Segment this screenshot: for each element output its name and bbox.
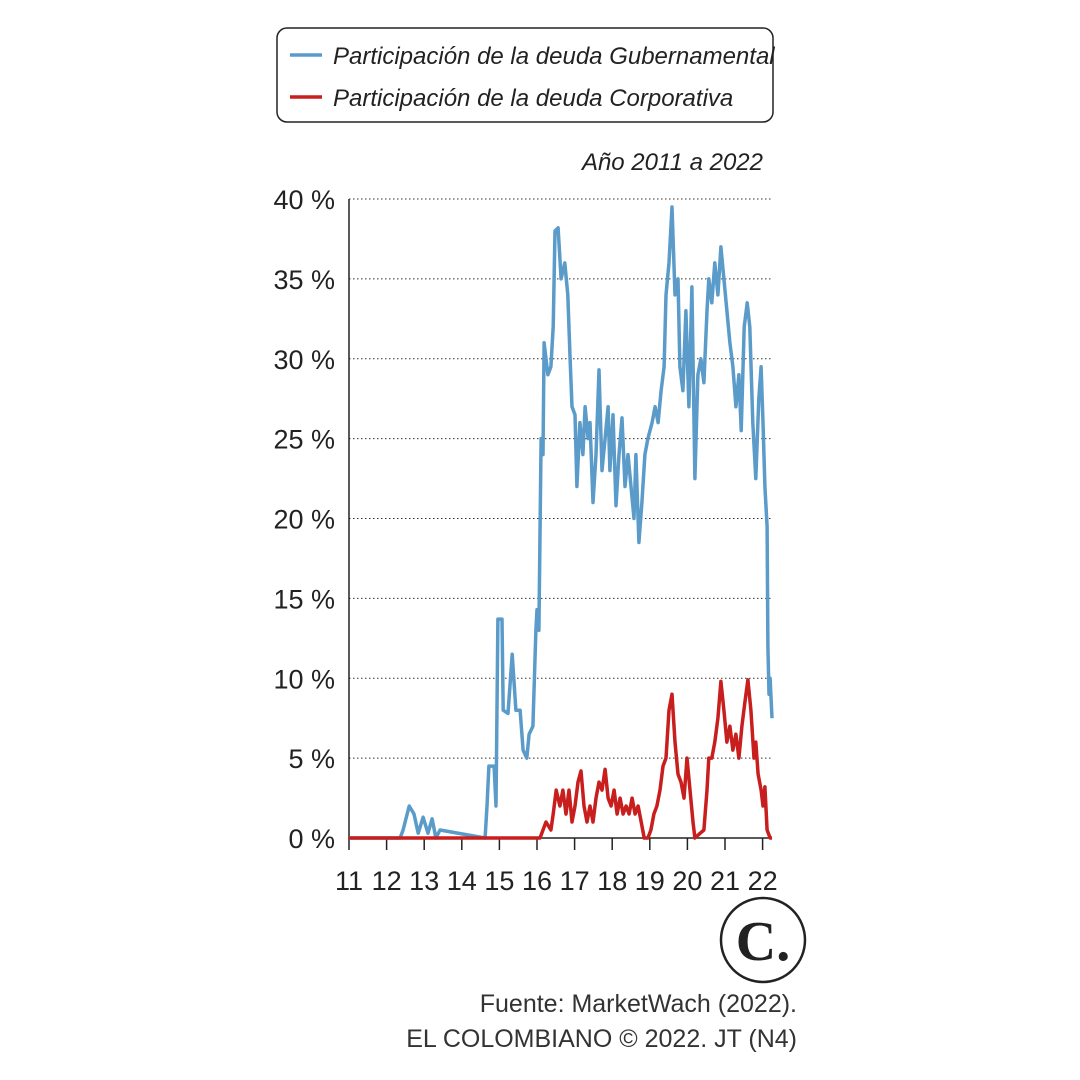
y-tick-label: 0 % [288, 824, 335, 854]
x-tick-label: 19 [635, 866, 665, 896]
line-series [349, 205, 774, 840]
x-tick-label: 18 [597, 866, 627, 896]
credit: EL COLOMBIANO © 2022. JT (N4) [406, 1025, 797, 1053]
x-tick-label: 14 [447, 866, 477, 896]
y-tick-label: 25 % [273, 425, 335, 455]
y-tick-label: 40 % [273, 185, 335, 215]
x-tick-label: 11 [335, 866, 363, 896]
logo-circle [719, 896, 807, 984]
y-tick-label: 30 % [273, 345, 335, 375]
logo: C. [736, 911, 790, 973]
x-tick-label: 20 [672, 866, 702, 896]
x-tick-label: 21 [710, 866, 740, 896]
x-tick-label: 17 [560, 866, 590, 896]
y-tick-label: 20 % [273, 505, 335, 535]
y-tick-label: 10 % [273, 664, 335, 694]
source: Fuente: MarketWach (2022). [480, 990, 797, 1018]
x-tick-label: 15 [484, 866, 514, 896]
y-tick-label: 15 % [273, 584, 335, 614]
x-tick-label: 12 [372, 866, 402, 896]
legend-label: Participación de la deuda Gubernamental [333, 43, 775, 70]
legend-box [276, 27, 774, 123]
y-tick-label: 35 % [273, 265, 335, 295]
subtitle: Año 2011 a 2022 [580, 149, 763, 176]
y-tick-label: 5 % [288, 744, 335, 774]
legend-label: Participación de la deuda Corporativa [333, 85, 733, 112]
x-tick-label: 13 [409, 866, 439, 896]
x-tick-label: 22 [748, 866, 778, 896]
line-series [349, 678, 772, 840]
x-tick-label: 16 [522, 866, 552, 896]
